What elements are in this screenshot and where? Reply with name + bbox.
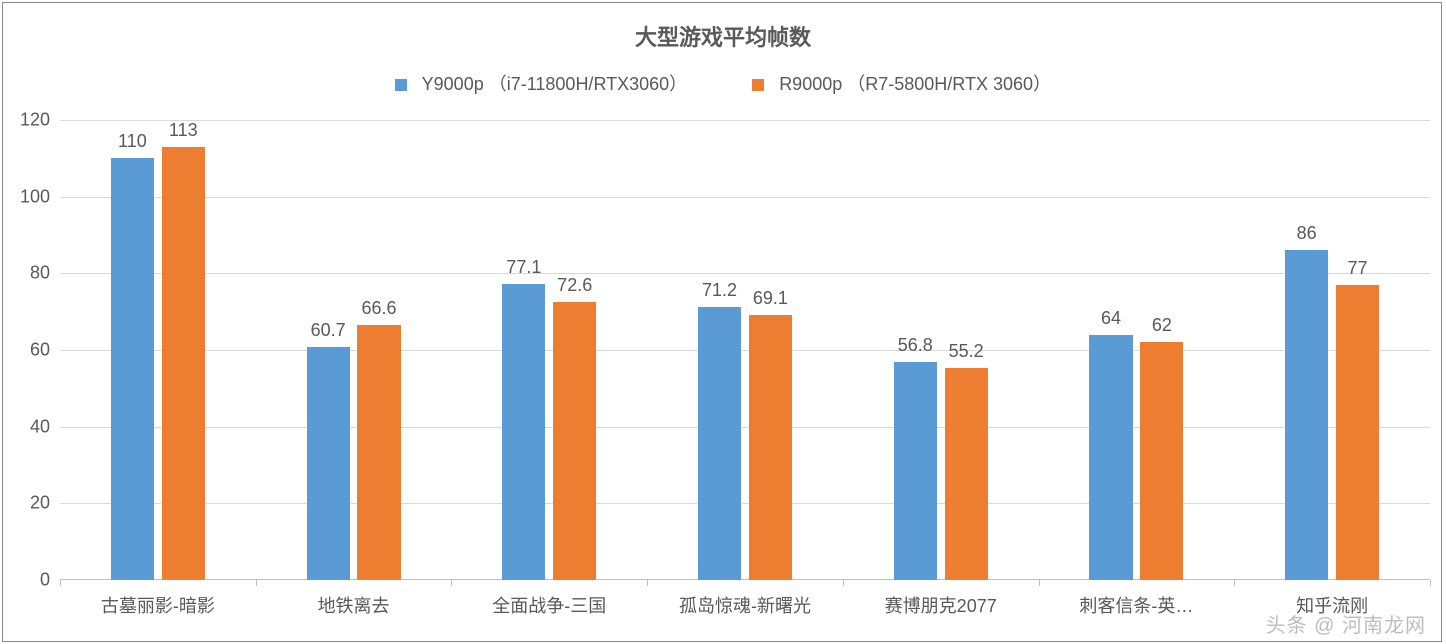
- bar-series1: 72.6: [553, 302, 596, 580]
- bar-series1: 69.1: [749, 315, 792, 580]
- bar-series0: 56.8: [894, 362, 937, 580]
- y-axis-label: 60: [30, 340, 50, 361]
- x-tick: [1234, 580, 1235, 586]
- watermark: 头条 @ 河南龙网: [1266, 609, 1426, 638]
- bar-series0: 60.7: [307, 347, 350, 580]
- y-axis-label: 100: [20, 186, 50, 207]
- x-axis-line: [60, 579, 1430, 580]
- bar-value-label: 55.2: [949, 341, 984, 362]
- bar-value-label: 86: [1297, 223, 1317, 244]
- category-label: 赛博朋克2077: [885, 592, 997, 618]
- y-axis-label: 80: [30, 263, 50, 284]
- gridline: [60, 120, 1430, 121]
- bar-series0: 110: [111, 158, 154, 580]
- legend-swatch-1: [752, 79, 764, 91]
- bar-value-label: 77: [1348, 258, 1368, 279]
- bar-value-label: 62: [1152, 315, 1172, 336]
- gridline: [60, 427, 1430, 428]
- bar-value-label: 77.1: [506, 257, 541, 278]
- category-label: 刺客信条-英…: [1079, 592, 1193, 618]
- legend-item-1: R9000p （R7-5800H/RTX 3060）: [752, 70, 1051, 96]
- y-axis-label: 20: [30, 493, 50, 514]
- x-tick: [256, 580, 257, 586]
- plot-area: 020406080100120古墓丽影-暗影110113地铁离去60.766.6…: [60, 120, 1430, 580]
- bar-series1: 55.2: [945, 368, 988, 580]
- x-tick: [60, 580, 61, 586]
- bar-value-label: 64: [1101, 308, 1121, 329]
- legend-label-0: Y9000p （i7-11800H/RTX3060）: [422, 74, 688, 94]
- bar-value-label: 72.6: [557, 275, 592, 296]
- bar-value-label: 56.8: [898, 335, 933, 356]
- x-tick: [843, 580, 844, 586]
- bar-series1: 66.6: [357, 325, 400, 580]
- bar-series0: 77.1: [502, 284, 545, 580]
- gridline: [60, 197, 1430, 198]
- x-tick: [451, 580, 452, 586]
- bar-series1: 113: [162, 147, 205, 580]
- bar-value-label: 113: [169, 120, 198, 141]
- bar-value-label: 66.6: [361, 298, 396, 319]
- bar-value-label: 71.2: [702, 280, 737, 301]
- x-tick: [1430, 580, 1431, 586]
- gridline: [60, 273, 1430, 274]
- bar-value-label: 110: [118, 131, 147, 152]
- chart-legend: Y9000p （i7-11800H/RTX3060） R9000p （R7-58…: [0, 70, 1446, 96]
- category-label: 孤岛惊魂-新曙光: [679, 592, 811, 618]
- category-label: 古墓丽影-暗影: [101, 592, 215, 618]
- bar-series0: 86: [1285, 250, 1328, 580]
- gridline: [60, 350, 1430, 351]
- bar-value-label: 69.1: [753, 288, 788, 309]
- legend-label-1: R9000p （R7-5800H/RTX 3060）: [779, 74, 1051, 94]
- y-axis-label: 0: [40, 570, 50, 591]
- y-axis-label: 120: [20, 110, 50, 131]
- y-axis-label: 40: [30, 416, 50, 437]
- bar-series0: 64: [1089, 335, 1132, 580]
- legend-item-0: Y9000p （i7-11800H/RTX3060）: [395, 70, 687, 96]
- bar-value-label: 60.7: [311, 320, 346, 341]
- chart-title: 大型游戏平均帧数: [0, 20, 1446, 52]
- legend-swatch-0: [395, 79, 407, 91]
- bar-series0: 71.2: [698, 307, 741, 580]
- bar-series1: 77: [1336, 285, 1379, 580]
- x-tick: [647, 580, 648, 586]
- category-label: 地铁离去: [318, 592, 390, 618]
- x-tick: [1039, 580, 1040, 586]
- bar-series1: 62: [1140, 342, 1183, 580]
- gridline: [60, 503, 1430, 504]
- category-label: 全面战争-三国: [492, 592, 606, 618]
